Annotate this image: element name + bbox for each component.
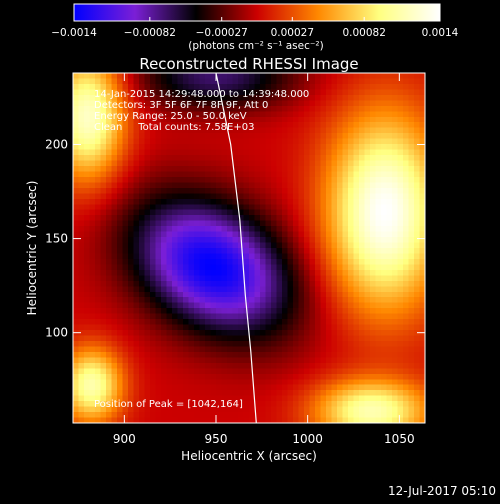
solar-limb-curve [215,73,257,423]
x-tick-label: 900 [113,432,136,446]
x-tick-label: 1050 [384,432,415,446]
annotation-time-range: 14-Jan-2015 14:29:48.000 to 14:39:48.000 [94,89,309,100]
x-tick-label: 950 [205,432,228,446]
x-tick-label: 1000 [292,432,323,446]
colorbar-tick-label: 0.00027 [271,27,314,39]
colorbar-tick-label: −0.00082 [124,27,176,39]
annotation-detectors: Detectors: 3F 5F 6F 7F 8F 9F, Att 0 [94,100,268,111]
annotation-peak-position: Position of Peak = [1042,164] [94,399,243,410]
colorbar [73,3,441,22]
colorbar-tick-label: 0.0014 [422,27,459,39]
y-axis: 100 150 200 [45,138,425,340]
x-axis-label: Heliocentric X (arcsec) [181,449,317,463]
annotation-clean-counts: Clean Total counts: 7.58E+03 [94,122,254,133]
footer-date: 12-Jul-2017 05:10 [388,484,496,498]
y-tick-label: 200 [45,138,68,152]
plot-frame [72,72,426,424]
y-axis-label: Heliocentric Y (arcsec) [25,181,39,316]
info-annotations: 14-Jan-2015 14:29:48.000 to 14:39:48.000… [94,89,309,410]
y-tick-label: 100 [45,326,68,340]
colorbar-tick-label: −0.0014 [51,27,97,39]
colorbar-unit-label: (photons cm⁻² s⁻¹ asec⁻²) [188,40,323,52]
colorbar-tick-label: 0.00082 [342,27,385,39]
x-axis: 900 950 1000 1050 [113,73,415,446]
y-tick-label: 150 [45,232,68,246]
annotation-energy-range: Energy Range: 25.0 - 50.0 keV [94,111,247,122]
heatmap-image [73,73,425,423]
colorbar-ticks: −0.0014 −0.00082 −0.00027 0.00027 0.00082 0.0… [51,17,459,39]
chart-title: Reconstructed RHESSI Image [139,55,358,73]
colorbar-tick-label: −0.00027 [196,27,248,39]
